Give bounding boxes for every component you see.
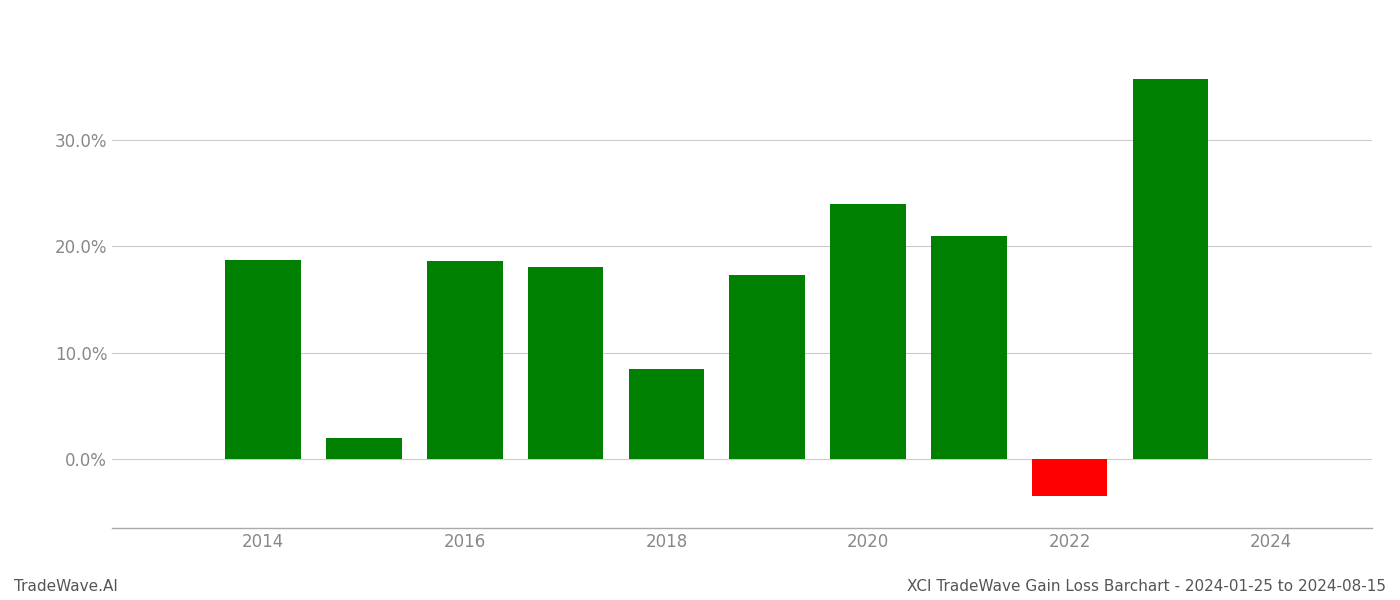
Bar	[729, 275, 805, 459]
Text: XCI TradeWave Gain Loss Barchart - 2024-01-25 to 2024-08-15: XCI TradeWave Gain Loss Barchart - 2024-…	[907, 579, 1386, 594]
Bar	[931, 236, 1007, 459]
Bar	[427, 262, 503, 459]
Bar	[326, 437, 402, 459]
Text: TradeWave.AI: TradeWave.AI	[14, 579, 118, 594]
Bar	[528, 266, 603, 459]
Bar	[1133, 79, 1208, 459]
Bar	[830, 204, 906, 459]
Bar	[629, 368, 704, 459]
Bar	[225, 260, 301, 459]
Bar	[1032, 459, 1107, 496]
